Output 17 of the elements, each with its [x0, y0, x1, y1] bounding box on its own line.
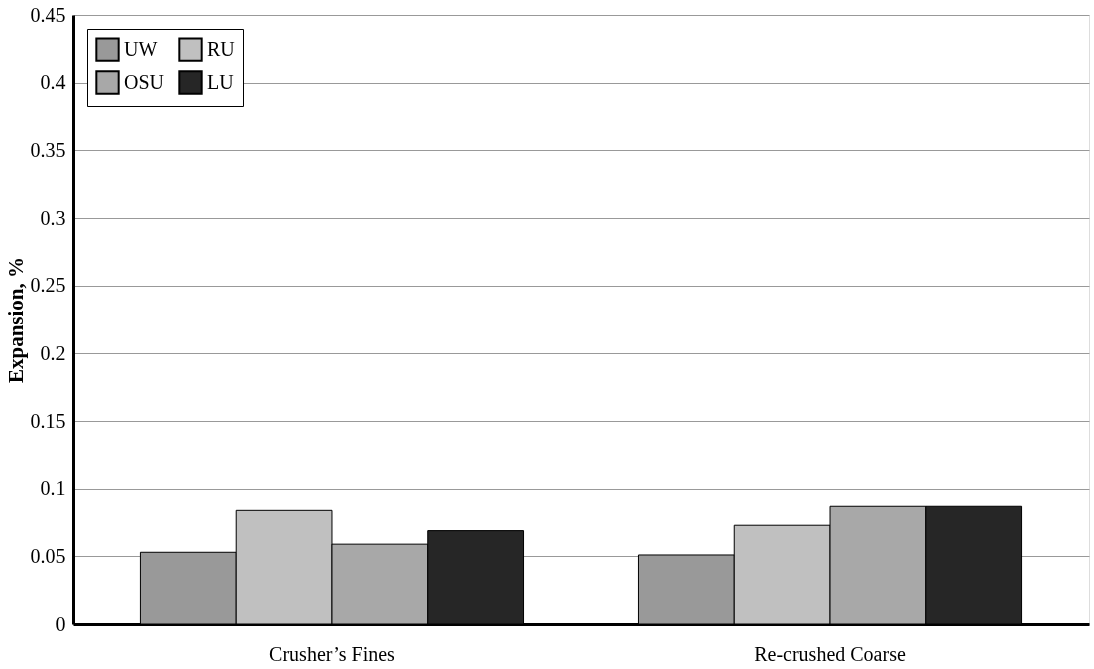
y-tick-label: 0.2	[40, 341, 66, 364]
legend-label: UW	[124, 37, 158, 60]
y-tick-label: 0.45	[30, 3, 66, 26]
y-tick-label: 0.1	[40, 477, 66, 500]
x-tick-label: Re-crushed Coarse	[754, 642, 906, 665]
x-tick-label: Crusher’s Fines	[269, 642, 396, 665]
legend-label: RU	[207, 37, 236, 60]
y-tick-label: 0.3	[40, 206, 66, 229]
legend-label: LU	[207, 70, 235, 93]
y-tick-label: 0.4	[40, 71, 66, 94]
y-tick-label: 0.35	[30, 138, 66, 161]
legend-label: OSU	[124, 70, 165, 93]
y-axis-title: Expansion, %	[3, 256, 28, 384]
y-tick-label: 0.25	[30, 274, 66, 297]
y-tick-label: 0	[55, 612, 66, 635]
y-tick-label: 0.15	[30, 409, 66, 432]
y-tick-label: 0.05	[30, 544, 66, 567]
